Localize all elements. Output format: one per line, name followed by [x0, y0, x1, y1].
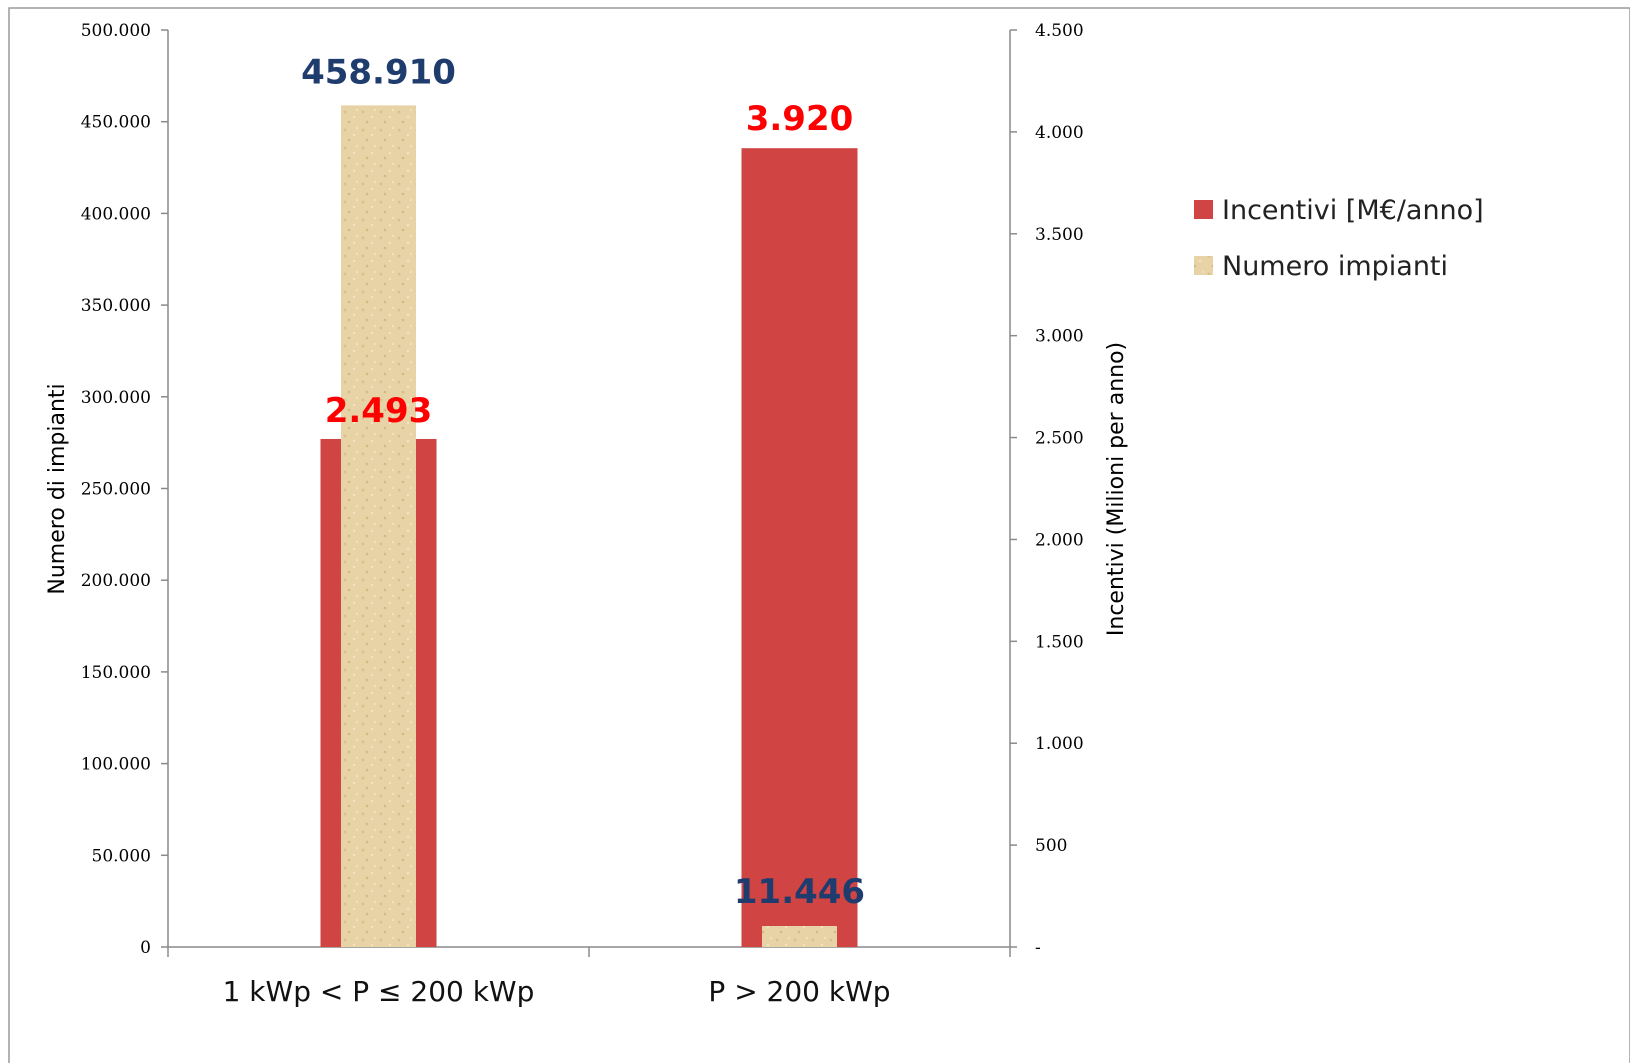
left-tick-label: 500.000	[81, 21, 151, 41]
data-label-incentivi: 3.920	[746, 99, 854, 139]
legend: Incentivi [M€/anno] Numero impianti	[1194, 195, 1484, 282]
chart-border	[8, 7, 1630, 1063]
left-tick-label: 0	[140, 938, 151, 958]
data-labels: 2.493 458.910 3.920 11.446	[301, 52, 865, 912]
left-tick-label: 400.000	[81, 204, 151, 224]
data-label-numero-impianti: 11.446	[734, 872, 865, 912]
right-tick-label: 3.500	[1035, 225, 1084, 245]
x-category-label: P > 200 kWp	[708, 975, 890, 1008]
left-tick-label: 300.000	[81, 388, 151, 408]
plot-frame	[8, 7, 1630, 1063]
data-label-numero-impianti: 458.910	[301, 52, 456, 92]
right-axis-title: Incentivi (Milioni per anno)	[1104, 342, 1129, 636]
legend-label-incentivi: Incentivi [M€/anno]	[1222, 195, 1484, 226]
right-tick-label: 500	[1035, 836, 1067, 856]
legend-label-numero-impianti: Numero impianti	[1222, 251, 1448, 282]
left-axis-title: Numero di impianti	[45, 383, 70, 594]
right-tick-label: 4.500	[1035, 21, 1084, 41]
data-label-incentivi: 2.493	[325, 391, 433, 431]
left-y-axis: 0 50.000 100.000 150.000 200.000 250.000 300.0…	[81, 21, 169, 958]
right-tick-label: 3.000	[1035, 327, 1084, 347]
right-y-axis: - 500 1.000 1.500 2.000 2.500 3.000 3.500 4.000 4…	[1009, 21, 1084, 958]
left-tick-label: 50.000	[92, 846, 151, 866]
right-tick-label: -	[1035, 938, 1041, 958]
bar-incentivi	[741, 148, 858, 948]
bar-numero-impianti	[762, 926, 837, 947]
bars	[320, 105, 858, 948]
left-tick-label: 450.000	[81, 113, 151, 133]
legend-swatch-incentivi	[1194, 200, 1213, 219]
left-tick-label: 100.000	[81, 755, 151, 775]
right-tick-label: 2.000	[1035, 530, 1084, 550]
left-tick-label: 350.000	[81, 296, 151, 316]
right-tick-label: 1.500	[1035, 632, 1084, 652]
left-tick-label: 150.000	[81, 663, 151, 683]
left-tick-label: 200.000	[81, 571, 151, 591]
right-tick-label: 2.500	[1035, 429, 1084, 449]
axis-titles: Numero di impianti Incentivi (Milioni per…	[45, 342, 1129, 636]
right-tick-label: 1.000	[1035, 734, 1084, 754]
left-tick-label: 250.000	[81, 480, 151, 500]
x-category-label: 1 kWp < P ≤ 200 kWp	[223, 975, 535, 1008]
x-axis: 1 kWp < P ≤ 200 kWp P > 200 kWp	[167, 946, 1011, 1008]
legend-swatch-numero-impianti	[1194, 256, 1213, 275]
right-tick-label: 4.000	[1035, 123, 1084, 143]
bar-numero-impianti	[341, 105, 416, 947]
